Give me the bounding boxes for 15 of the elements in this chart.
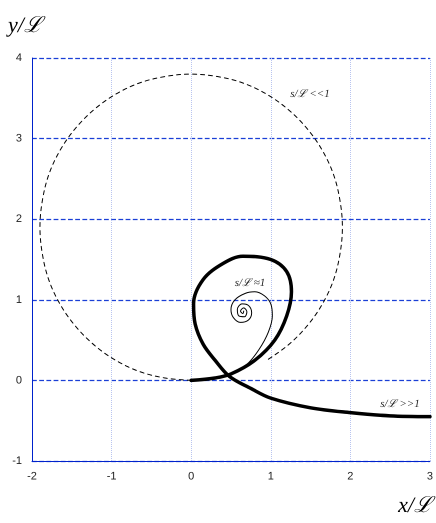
x-tick-label: 0 [188, 470, 194, 482]
y-tick-label: 1 [16, 294, 22, 306]
x-tick-label: 1 [268, 470, 274, 482]
x-tick-label: 3 [426, 470, 434, 482]
x-tick-label: 2 [347, 470, 354, 482]
y-tick-label: 2 [16, 213, 22, 226]
x-tick-label: -1 [106, 470, 116, 482]
y-tick-label: 4 [16, 52, 22, 64]
y-tick-label: 0 [16, 374, 22, 386]
annotation: s/ℒ ≈1 [234, 277, 266, 289]
y-tick-label: -1 [12, 455, 22, 467]
x-tick-label: -2 [27, 470, 37, 482]
annotation: s/ℒ <<1 [290, 88, 330, 100]
y-tick-label: 3 [16, 132, 22, 145]
annotation: s/ℒ >>1 [380, 398, 420, 410]
